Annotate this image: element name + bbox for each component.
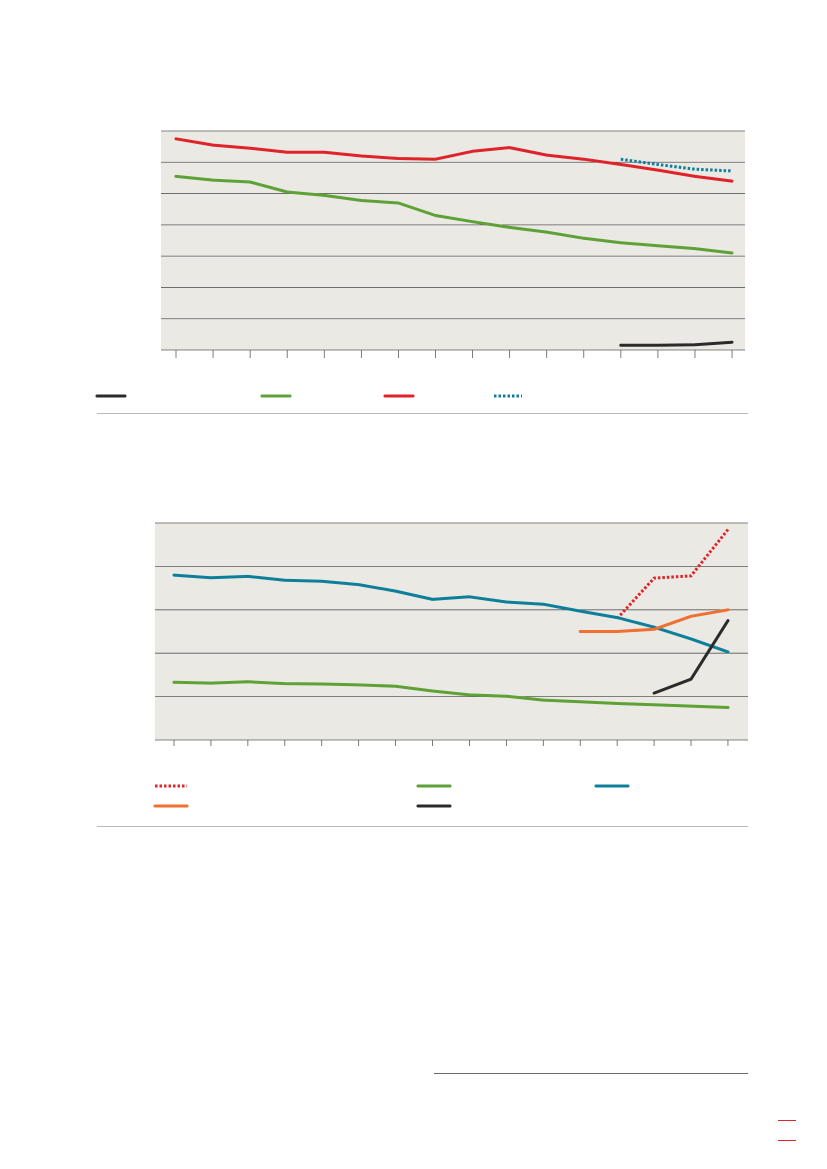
page-marker-top <box>778 1120 796 1121</box>
series-line-green <box>174 174 734 255</box>
page-marker-bottom <box>778 1140 796 1141</box>
footnote-rule <box>434 1073 748 1074</box>
chart-2 <box>153 522 748 808</box>
chart-1-bottom-rule <box>97 413 748 414</box>
series-line-orange <box>578 608 730 633</box>
series-line-teal <box>620 157 733 173</box>
chart-1 <box>0 0 827 420</box>
series-line-black <box>619 340 734 347</box>
chart-2-plot-area <box>155 523 748 740</box>
chart-2-bottom-rule <box>97 826 748 827</box>
series-line-red <box>616 528 730 620</box>
chart-2-plot <box>153 522 748 808</box>
series-line-green <box>172 680 730 709</box>
chart-1-plot <box>95 130 745 398</box>
series-line-teal <box>172 573 730 654</box>
series-line-red <box>174 137 734 183</box>
series-line-black <box>652 619 730 695</box>
